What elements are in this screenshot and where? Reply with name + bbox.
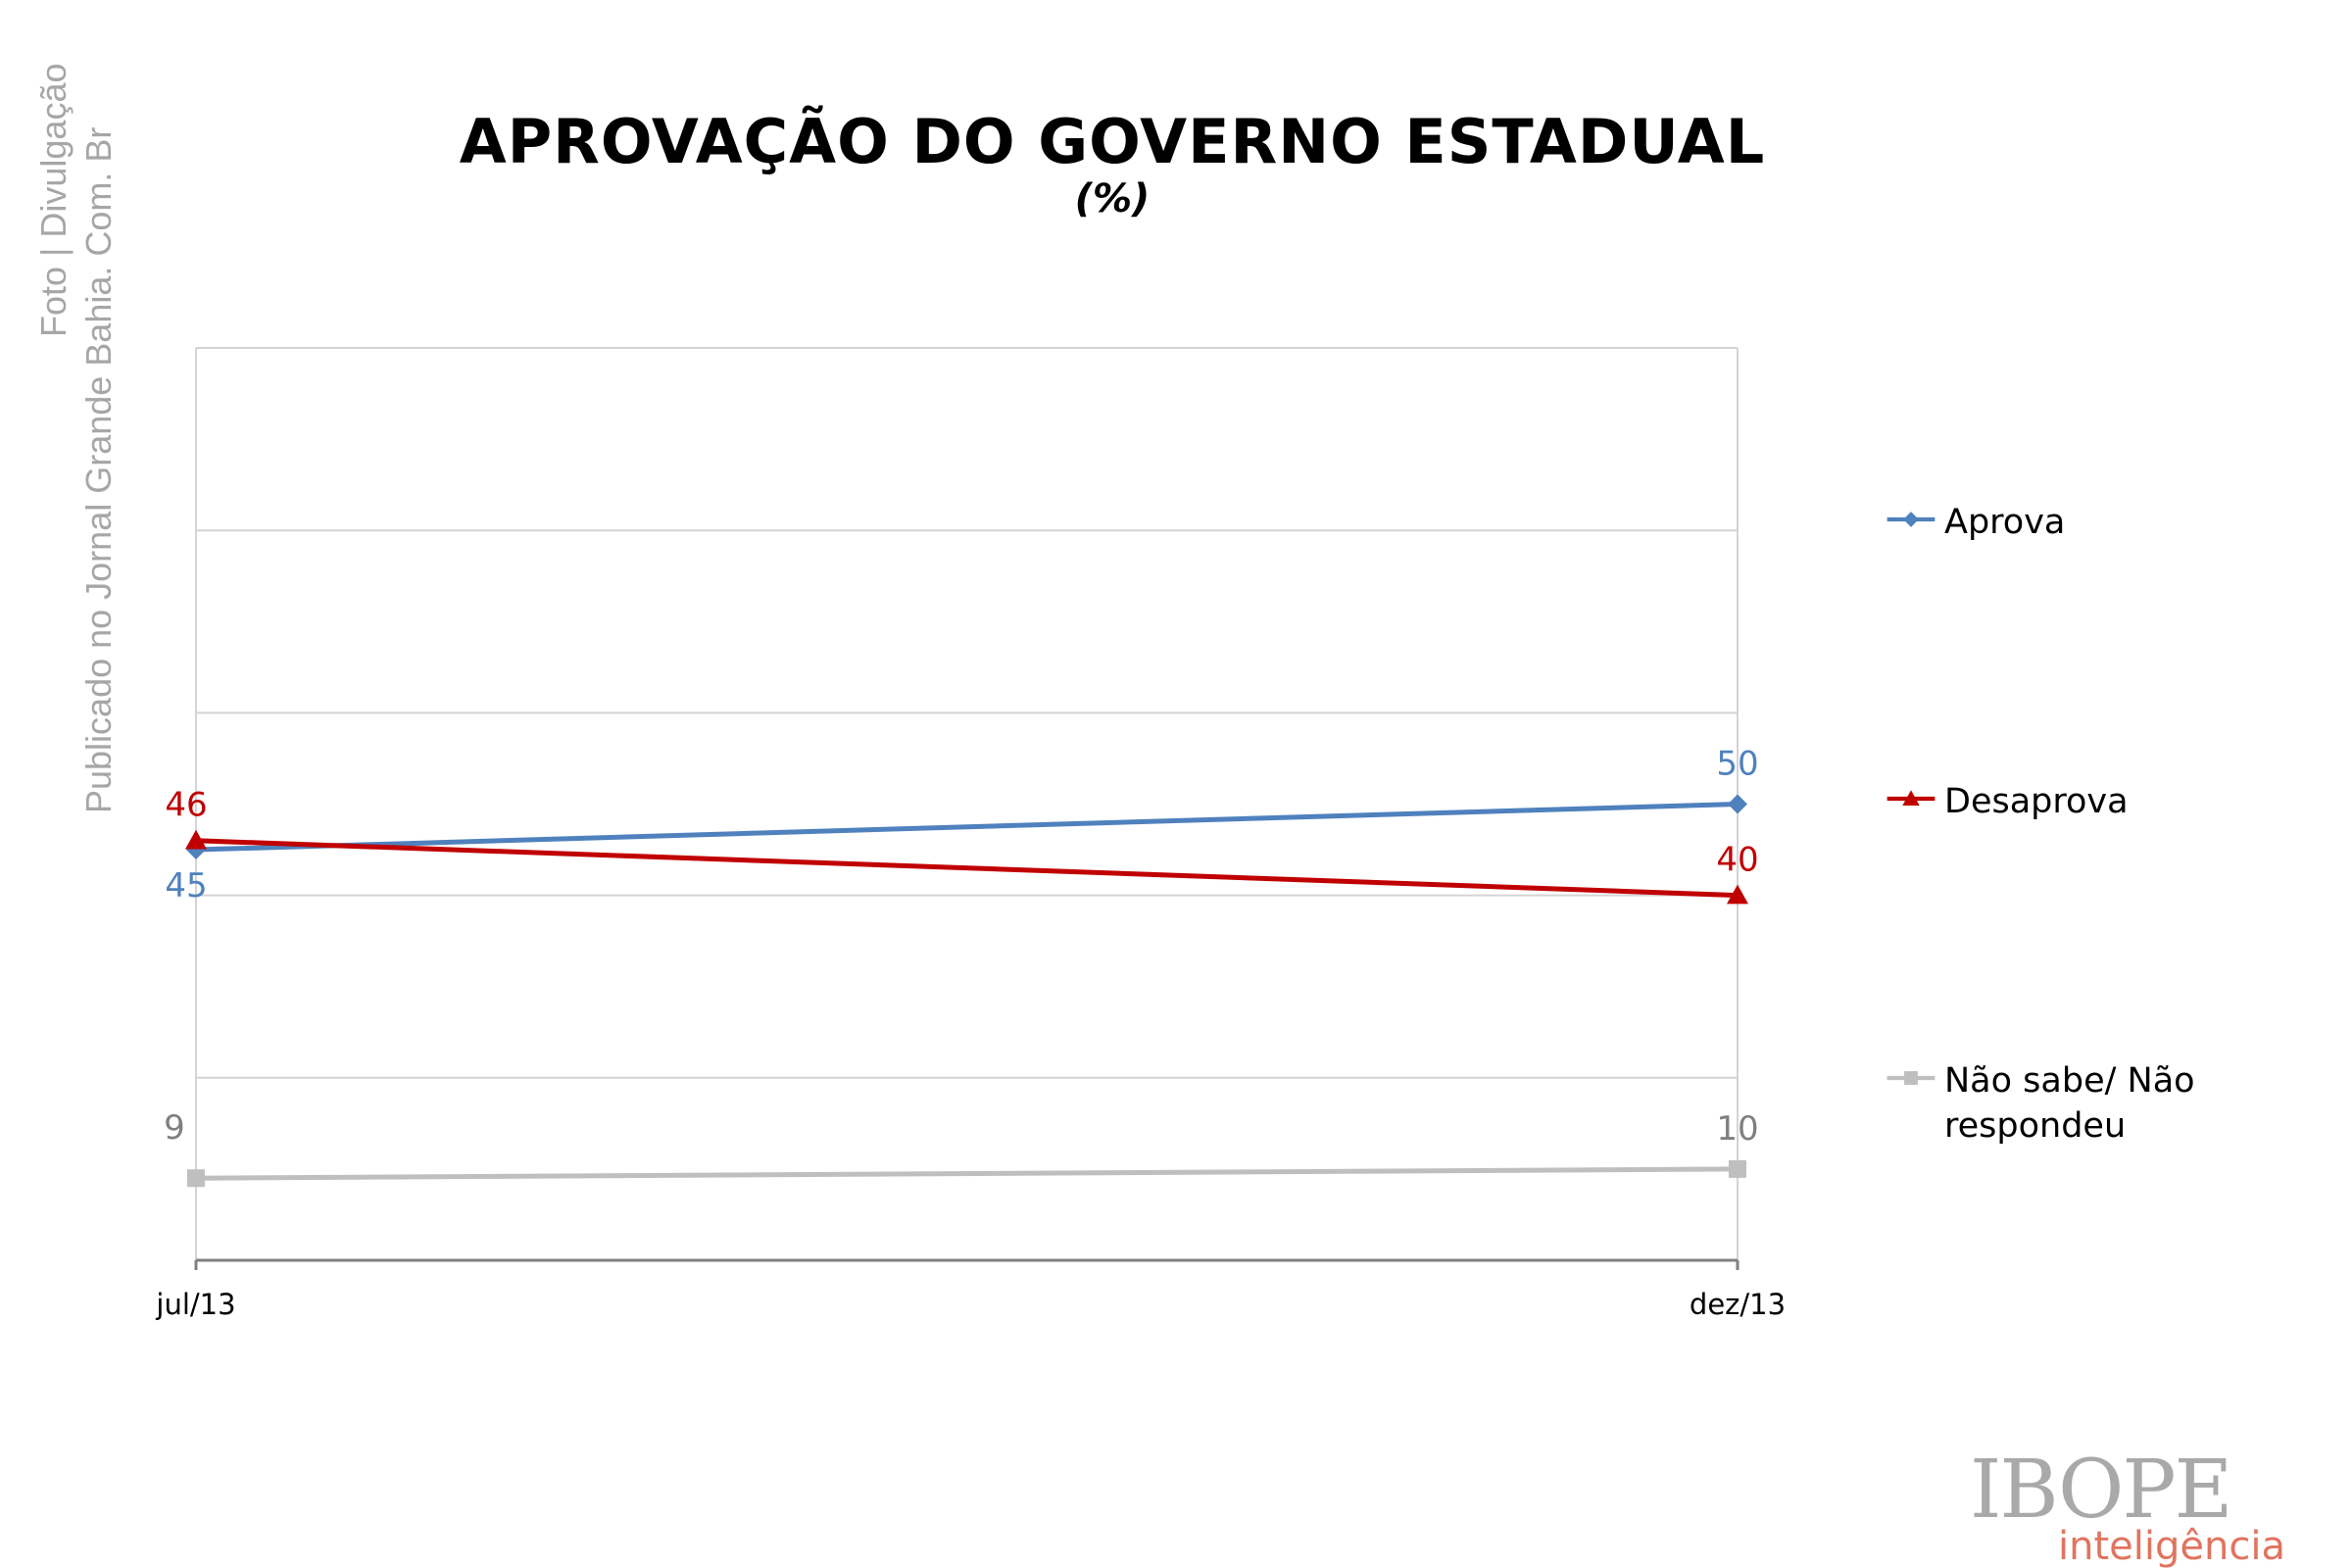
legend-item: Desaprova [1882,779,2268,824]
legend-swatch [1886,790,1936,806]
x-tick-label: dez/13 [1690,1288,1786,1321]
data-label: 45 [165,866,207,906]
series-line-0 [195,802,1739,853]
legend-marker-triangle [1902,790,1920,806]
grid-layer [195,347,1739,1261]
legend-item: Aprova [1882,500,2268,545]
legend-label: Desaprova [1944,782,2129,821]
x-tick-label: jul/13 [155,1288,235,1321]
data-label: 9 [164,1108,185,1148]
logo-wordmark: IBOPE [1970,1444,2232,1537]
marker-triangle [185,829,207,850]
marker-triangle [1727,884,1748,905]
line-chart: jul/13 dez/13 45 50 46 40 9 10 [155,347,1786,1321]
axis-layer: jul/13 dez/13 [155,1258,1786,1321]
logo-tagline: inteligência [2058,1524,2285,1568]
series-layer [185,794,1748,1188]
data-label: 10 [1716,1109,1758,1149]
ibope-logo: IBOPE inteligência [1970,1450,2303,1568]
legend-label: Não sabe/ Não respondeu [1944,1061,2195,1146]
legend-item: Não sabe/ Não respondeu [1882,1058,2268,1149]
data-label: 46 [165,786,207,825]
series-line-1 [195,838,1739,899]
legend-marker-square [1904,1071,1918,1085]
legend-label: Aprova [1944,503,2066,542]
chart-title: APROVAÇÃO DO GOVERNO ESTADUAL [459,106,1766,177]
data-label: 40 [1716,841,1758,880]
data-label: 50 [1716,745,1758,784]
marker-square [1729,1159,1746,1178]
series-line-2 [195,1166,1739,1181]
marker-square [187,1169,205,1188]
label-layer: 45 50 46 40 9 10 [164,745,1758,1149]
legend-marker-diamond [1903,512,1919,527]
legend-swatch [1886,1071,1936,1085]
marker-diamond [1728,794,1747,814]
chart-subtitle: (%) [1074,176,1151,221]
legend-swatch [1886,512,1936,527]
